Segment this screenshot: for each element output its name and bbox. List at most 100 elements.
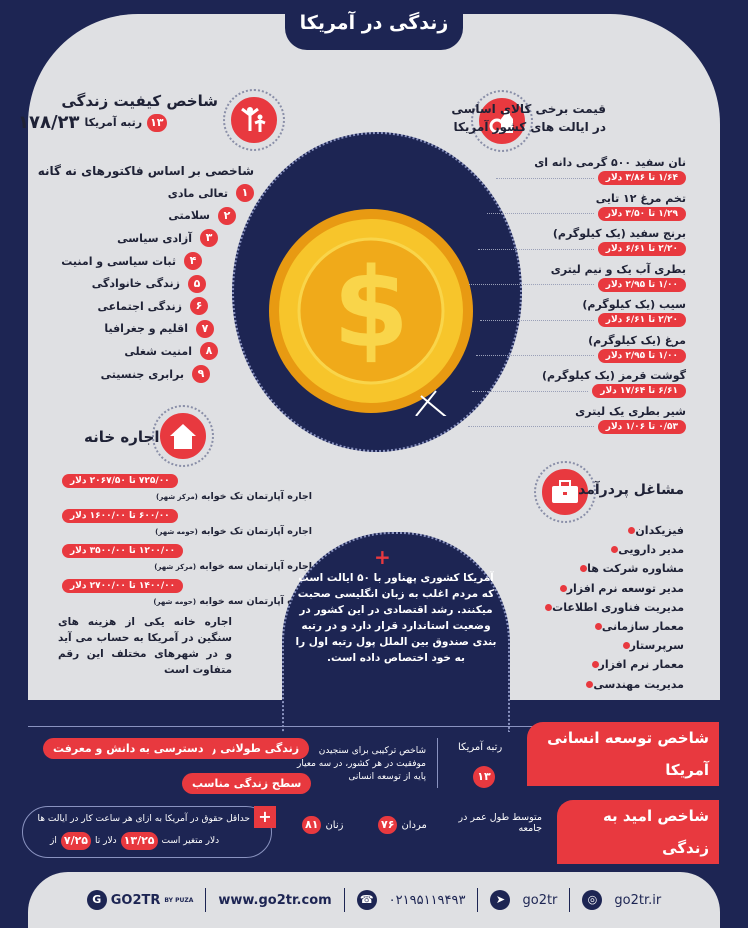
price-item: سیب (یک کیلوگرم) ۲/۲۰ تا ۶/۶۱ دلار — [480, 298, 686, 327]
factor-label: اقلیم و جغرافیا — [104, 322, 188, 336]
bullet-icon — [586, 680, 594, 688]
women-label: زنان — [325, 819, 344, 831]
bullet-icon — [545, 603, 553, 611]
rent-label: اجاره آپارتمان تک خوابه — [201, 491, 312, 502]
price-range: ۱/۶۴ تا ۳/۸۶ دلار — [597, 171, 686, 185]
rent-description: اجاره خانه یکی از هزینه های سنگین در آمر… — [58, 616, 232, 676]
factor-number: ۷ — [196, 319, 214, 338]
job-item: مشاوره شرکت ها — [537, 559, 684, 578]
hdi-title: شاخص توسعه انسانی آمریکا — [527, 722, 719, 786]
life-description: متوسط طول عمر در جامعه — [458, 812, 543, 834]
price-item: بطری آب یک و نیم لیتری ۱/۰۰ تا ۲/۹۵ دلار — [469, 263, 686, 292]
wage-text: حداقل حقوق در آمریکا به ازای هر ساعت کار… — [37, 814, 250, 824]
rent-range: ۱۲۰۰/۰۰ تا ۳۵۰۰/۰۰ دلار — [62, 544, 184, 558]
factor-number: ۳ — [200, 229, 218, 248]
price-item: نان سفید ۵۰۰ گرمی دانه ای ۱/۶۴ تا ۳/۸۶ دل… — [496, 156, 686, 185]
price-item: شیر بطری یک لیتری ۰/۵۳ تا ۱/۰۶ دلار — [468, 405, 686, 434]
factor-item: ۸ امنیت شغلی — [54, 340, 218, 363]
quality-score: ۱۷۸/۲۳ — [18, 112, 80, 133]
price-range: ۰/۵۳ تا ۱/۰۶ دلار — [597, 419, 686, 434]
prices-title: قیمت برخی کالای اساسی — [451, 102, 606, 116]
dollar-coin-icon: $ — [269, 209, 473, 416]
rent-range: ۶۰۰/۰۰ تا ۱۶۰۰/۰۰ دلار — [62, 509, 178, 523]
wage-min: ۷/۲۵ — [60, 832, 92, 850]
factor-label: سلامتی — [168, 209, 210, 223]
men-value: ۷۶ — [378, 816, 398, 834]
factor-number: ۱ — [236, 184, 254, 203]
phone-number[interactable]: ۰۲۱۹۵۱۱۹۴۹۳ — [388, 892, 466, 908]
job-item: سرپرستار — [537, 636, 684, 655]
criterion-knowledge: دسترسی به دانش و معرفت — [43, 738, 214, 759]
instagram-icon: ◎ — [582, 890, 603, 910]
price-label: شیر بطری یک لیتری — [575, 404, 686, 418]
house-icon — [152, 405, 214, 467]
job-item: مدیریت فناوری اطلاعات — [537, 598, 684, 617]
factor-label: تعالی مادی — [167, 186, 228, 200]
plus-badge-icon: + — [254, 806, 276, 828]
rent-label: اجاره آپارتمان تک خوابه — [201, 526, 312, 537]
rent-label: اجاره آپارتمان سه خوابه — [199, 561, 312, 572]
wage-max: ۱۳/۲۵ — [120, 832, 158, 850]
price-label: سیب (یک کیلوگرم) — [582, 298, 686, 311]
factor-item: ۴ ثبات سیاسی و امنیت — [54, 250, 202, 273]
telegram-icon: ➤ — [490, 890, 511, 910]
footer: G GO2TR BY PUZA www.go2tr.com ☎ ۰۲۱۹۵۱۱۹۴۹۳… — [28, 872, 720, 928]
hdi-rank: ۱۳ — [473, 766, 495, 788]
factor-item: ۹ برابری جنسیتی — [54, 363, 210, 386]
factor-label: امنیت شغلی — [124, 344, 192, 358]
svg-text:$: $ — [333, 244, 410, 372]
jobs-title: مشاغل پردرآمد — [578, 482, 684, 498]
bullet-icon — [580, 565, 588, 573]
job-item: معمار نرم افزار — [537, 655, 684, 674]
bullet-icon — [559, 584, 567, 592]
about-text: آمریکا کشوری پهناور با ۵۰ ایالت است که م… — [295, 572, 497, 664]
rent-range: ۱۴۰۰/۰۰ تا ۲۷۰۰/۰۰ دلار — [62, 579, 184, 593]
bullet-icon — [594, 623, 602, 631]
quality-title: شاخص کیفیت زندگی — [61, 92, 218, 110]
price-label: بطری آب یک و نیم لیتری — [550, 262, 686, 276]
price-label: تخم مرغ ۱۲ تایی — [595, 191, 686, 205]
price-label: برنج سفید (یک کیلوگرم) — [552, 227, 686, 240]
hdi-divider — [28, 726, 718, 727]
rent-note: (مرکز شهر) — [154, 563, 197, 571]
job-item: معمار سازمانی — [537, 617, 684, 636]
telegram-handle[interactable]: go2tr — [522, 892, 558, 908]
rent-range: ۷۲۵/۰۰ تا ۲۰۶۷/۵۰ دلار — [62, 474, 178, 488]
price-label: گوشت قرمز (یک کیلوگرم) — [542, 369, 686, 382]
price-range: ۲/۲۰ تا ۶/۶۱ دلار — [597, 242, 686, 256]
hdi-description: شاخص ترکیبی برای سنجیدن موفقیت در هر کشو… — [296, 746, 426, 782]
price-item: تخم مرغ ۱۲ تایی ۱/۲۹ تا ۳/۵۰ دلار — [487, 192, 686, 221]
family-icon — [223, 89, 285, 151]
grocery-icon — [471, 90, 533, 152]
price-range: ۱/۰۰ تا ۲/۹۵ دلار — [597, 348, 686, 363]
factor-number: ۴ — [184, 252, 202, 271]
wage-from: از — [50, 836, 57, 846]
prices-subtitle: در ایالت های کشور آمریکا — [453, 120, 606, 134]
plus-icon: + — [374, 545, 391, 569]
price-range: ۶/۶۱ تا ۱۷/۶۴ دلار — [592, 384, 686, 398]
factor-label: آزادی سیاسی — [117, 231, 192, 245]
rent-item: ۱۲۰۰/۰۰ تا ۳۵۰۰/۰۰ دلار اجاره آپارتمان سه… — [62, 538, 312, 572]
rent-label: اجاره آپارتمان سه خوابه — [199, 596, 312, 607]
factors-list: ۱ تعالی مادی ۲ سلامتی ۳ آزادی سیاسی ۴ ثبات سیاس… — [54, 182, 254, 385]
factor-item: ۷ اقلیم و جغرافیا — [54, 318, 214, 341]
website-link[interactable]: www.go2tr.com — [218, 892, 332, 908]
instagram-handle[interactable]: go2tr.ir — [614, 892, 662, 908]
price-label: نان سفید ۵۰۰ گرمی دانه ای — [534, 156, 686, 169]
page-title: زندگی در آمریکا — [285, 0, 463, 50]
factor-item: ۵ زندگی خانوادگی — [54, 272, 206, 295]
factor-item: ۱ تعالی مادی — [54, 182, 254, 205]
bullet-icon — [628, 527, 636, 535]
men-label: مردان — [401, 819, 427, 831]
factor-number: ۹ — [192, 365, 210, 384]
about-backdrop — [282, 532, 510, 732]
jobs-list: فیزیکدان مدیر دارویی مشاوره شرکت ها مدیر تو… — [537, 521, 684, 694]
rent-note: (مرکز شهر) — [156, 493, 198, 501]
factors-subtitle: شاخصی بر اساس فاکتورهای نه گانه — [37, 164, 254, 178]
rent-note: (حومه شهر) — [153, 598, 197, 606]
hdi-rank-label: رتبه آمریکا — [458, 742, 503, 753]
bullet-icon — [622, 642, 630, 650]
go2tr-logo: G GO2TR BY PUZA — [86, 890, 193, 910]
rank-badge: ۱۳ — [147, 113, 167, 132]
bullet-icon — [611, 546, 619, 554]
